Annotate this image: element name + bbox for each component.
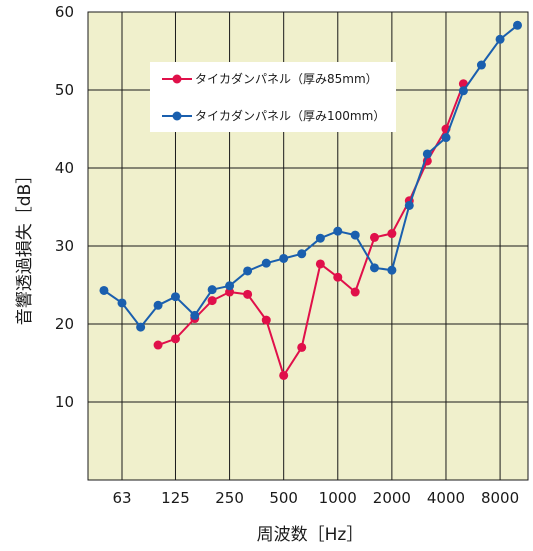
data-point-series-0 <box>350 287 360 297</box>
data-point-series-1 <box>404 200 414 210</box>
data-point-series-1 <box>387 265 397 275</box>
data-point-series-0 <box>207 296 217 306</box>
y-tick-label: 60 <box>55 3 74 21</box>
data-point-series-1 <box>369 263 379 273</box>
data-point-series-0 <box>369 232 379 242</box>
y-axis-label: 音響透過損失［dB］ <box>15 167 35 325</box>
data-point-series-0 <box>279 370 289 380</box>
data-point-series-0 <box>387 229 397 239</box>
y-tick-label: 40 <box>55 159 74 177</box>
data-point-series-0 <box>153 340 163 350</box>
data-point-series-1 <box>117 298 127 308</box>
data-point-series-1 <box>190 310 200 320</box>
data-point-series-1 <box>207 285 217 295</box>
data-point-series-1 <box>512 20 522 30</box>
x-tick-label: 500 <box>269 489 298 507</box>
y-tick-label: 50 <box>55 81 74 99</box>
data-point-series-1 <box>476 60 486 70</box>
data-point-series-1 <box>261 258 271 268</box>
data-point-series-1 <box>279 253 289 263</box>
y-tick-label: 20 <box>55 315 74 333</box>
data-point-series-1 <box>422 149 432 159</box>
data-point-series-0 <box>333 272 343 282</box>
legend-box <box>150 62 396 132</box>
series-layer <box>99 20 522 380</box>
data-point-series-0 <box>261 315 271 325</box>
data-point-series-0 <box>225 287 235 297</box>
y-tick-label: 30 <box>55 237 74 255</box>
legend: タイカダンパネル（厚み85mm） タイカダンパネル（厚み100mm） <box>150 62 396 132</box>
y-axis-ticks: 10 20 30 40 50 60 <box>55 3 74 411</box>
legend-label-100mm: タイカダンパネル（厚み100mm） <box>195 108 385 123</box>
data-point-series-1 <box>458 86 468 96</box>
data-point-series-0 <box>170 334 180 344</box>
data-point-series-1 <box>495 34 505 44</box>
data-point-series-1 <box>136 322 146 332</box>
data-point-series-1 <box>315 233 325 243</box>
x-tick-label: 250 <box>215 489 244 507</box>
x-axis-label: 周波数［Hz］ <box>257 525 364 545</box>
legend-label-85mm: タイカダンパネル（厚み85mm） <box>195 71 378 86</box>
data-point-series-1 <box>170 292 180 302</box>
data-point-series-0 <box>243 289 253 299</box>
x-axis-ticks: 63 125 250 500 1000 2000 4000 8000 <box>112 489 519 507</box>
data-point-series-1 <box>225 281 235 291</box>
data-point-series-0 <box>297 342 307 352</box>
data-point-series-1 <box>350 230 360 240</box>
y-tick-label: 10 <box>55 393 74 411</box>
x-tick-label: 63 <box>112 489 131 507</box>
data-point-series-1 <box>441 133 451 143</box>
legend-marker-100mm <box>172 111 182 121</box>
x-tick-label: 8000 <box>481 489 519 507</box>
data-point-series-1 <box>243 266 253 276</box>
data-point-series-1 <box>99 285 109 295</box>
data-point-series-1 <box>153 300 163 310</box>
data-point-series-0 <box>315 259 325 269</box>
legend-marker-85mm <box>172 74 182 84</box>
data-point-series-1 <box>333 226 343 236</box>
x-tick-label: 4000 <box>427 489 465 507</box>
x-tick-label: 1000 <box>319 489 357 507</box>
x-tick-label: 2000 <box>373 489 411 507</box>
data-point-series-1 <box>297 249 307 259</box>
x-tick-label: 125 <box>161 489 190 507</box>
